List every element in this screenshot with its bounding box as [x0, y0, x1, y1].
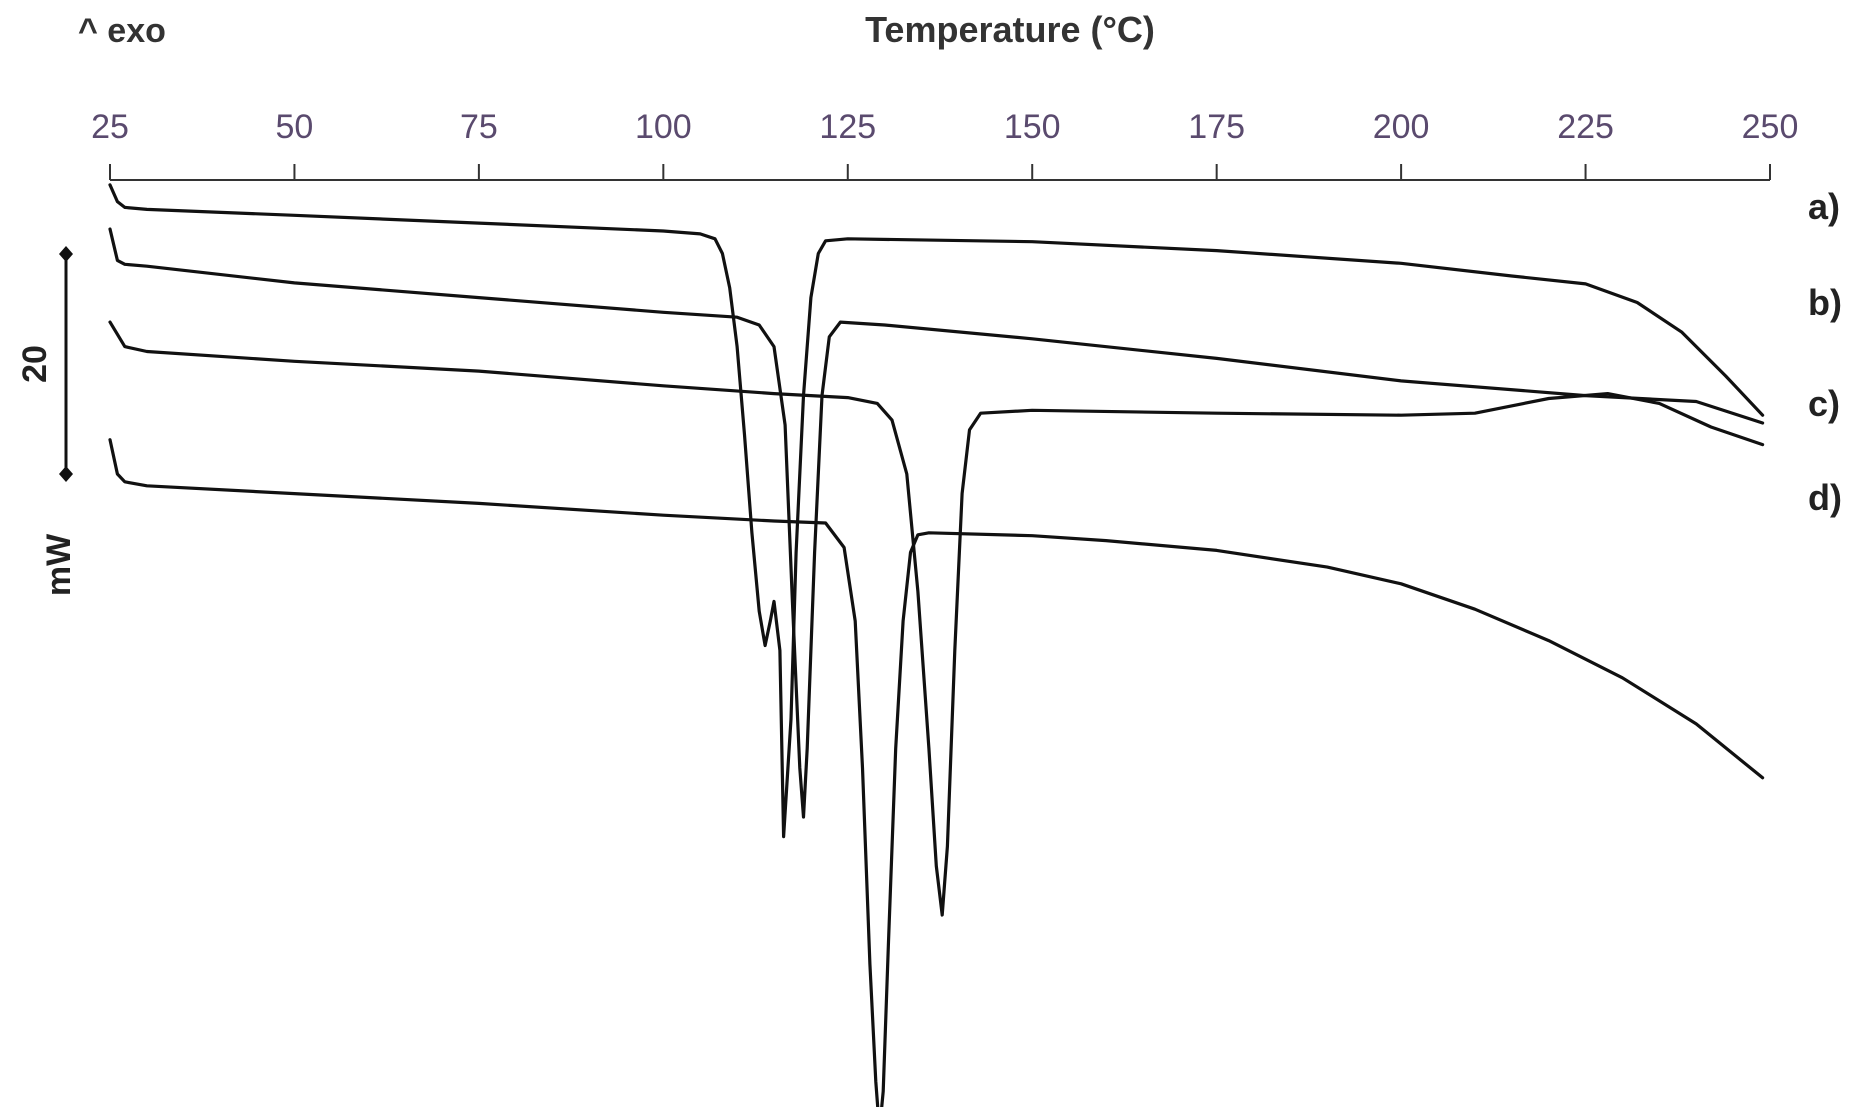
- scale-bar-unit: mW: [40, 533, 78, 596]
- x-axis-title: Temperature (°C): [865, 9, 1155, 50]
- scale-bar-bottom-marker: [59, 466, 73, 482]
- exo-direction-label: ^ exo: [78, 12, 166, 50]
- mw-scale-bar: 20 mW: [16, 246, 78, 596]
- x-axis: 25 50 75 100 125 150 175 200 225 250: [91, 108, 1799, 181]
- curve-a: [108, 183, 1765, 839]
- x-tick-label: 150: [1004, 108, 1061, 146]
- curve-b: [108, 227, 1765, 819]
- x-tick-label: 200: [1373, 108, 1430, 146]
- scale-bar-value: 20: [16, 345, 54, 383]
- x-tick-label: 75: [460, 108, 498, 146]
- series-label-c: c): [1808, 383, 1840, 424]
- series-label-d: d): [1808, 477, 1842, 518]
- x-tick-label: 225: [1557, 108, 1614, 146]
- x-tick-label: 125: [819, 108, 876, 146]
- x-tick-label: 250: [1742, 108, 1799, 146]
- x-tick-label: 25: [91, 108, 129, 146]
- curves: [108, 183, 1765, 1107]
- x-tick-label: 100: [635, 108, 692, 146]
- series-label-b: b): [1808, 282, 1842, 323]
- curve-d: [108, 438, 1765, 1107]
- x-tick-label: 50: [276, 108, 314, 146]
- scale-bar-top-marker: [59, 246, 73, 262]
- curve-c: [108, 320, 1765, 917]
- series-labels: a) b) c) d): [1808, 186, 1842, 518]
- x-tick-label: 175: [1188, 108, 1245, 146]
- series-label-a: a): [1808, 186, 1840, 227]
